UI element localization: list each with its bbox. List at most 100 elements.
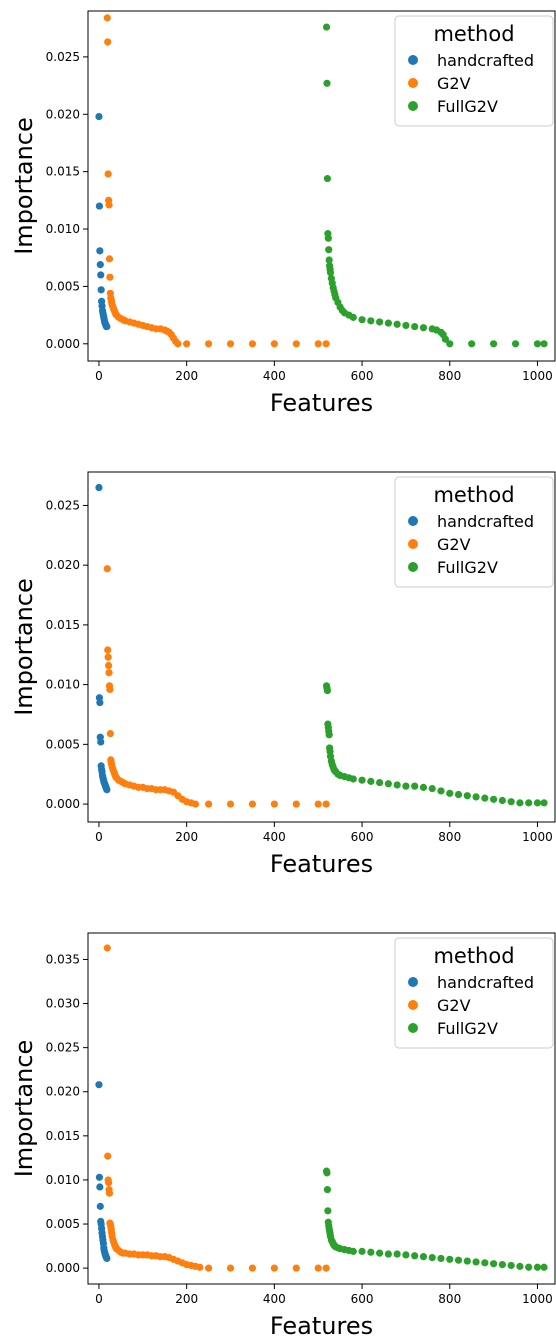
x-axis-label: Features (270, 850, 373, 878)
data-point (204, 1264, 213, 1272)
y-axis-label: Importance (10, 1040, 38, 1178)
data-point (446, 1255, 454, 1263)
data-point (226, 800, 235, 808)
data-point (97, 271, 105, 279)
data-point (358, 1247, 366, 1255)
y-tick-label: 0.025 (46, 50, 80, 64)
data-point (468, 340, 476, 348)
data-point (358, 776, 366, 784)
chart-panel-3: 0 200 400 600 800 1000 0.000 0.005 0.010 0.015 0.0… (10, 932, 556, 1340)
data-point (104, 170, 112, 178)
legend-marker (408, 516, 418, 526)
legend-label: handcrafted (437, 973, 534, 992)
data-point (384, 1250, 392, 1258)
legend-label: G2V (437, 74, 471, 93)
legend-marker (408, 539, 418, 549)
data-point (104, 646, 112, 654)
x-tick-label: 800 (438, 1292, 461, 1306)
data-point (248, 800, 257, 808)
data-point (376, 1249, 384, 1257)
x-tick-label: 800 (438, 830, 461, 844)
x-tick-label: 200 (175, 369, 198, 383)
data-point (446, 789, 454, 797)
data-point (196, 1263, 204, 1271)
data-point (105, 661, 113, 670)
data-point (105, 669, 113, 677)
legend: method handcrafted G2V FullG2V (394, 15, 554, 127)
data-point (402, 321, 410, 330)
data-point (323, 79, 331, 87)
data-point (437, 787, 445, 795)
legend-label: G2V (437, 996, 471, 1015)
y-tick-label: 0.010 (46, 222, 80, 236)
data-point (516, 799, 524, 807)
y-tick-label: 0.000 (46, 337, 80, 351)
data-point (104, 38, 112, 46)
data-point (204, 800, 213, 808)
series-g2v (103, 944, 330, 1272)
x-tick-label: 800 (438, 369, 461, 383)
y-tick-label: 0.005 (46, 279, 80, 293)
plot-frame (87, 471, 556, 823)
data-point (384, 780, 392, 788)
data-point (516, 1262, 524, 1270)
legend-label: handcrafted (437, 512, 534, 531)
data-point (204, 340, 213, 348)
data-point (428, 1253, 436, 1262)
data-point (441, 335, 449, 343)
series-handcrafted (95, 112, 111, 331)
data-point (322, 800, 330, 808)
data-point (103, 565, 111, 573)
chart-panel-1: 0 200 400 600 800 1000 0.000 0.005 0.010 0.015 0.0… (10, 10, 556, 417)
series-g2v (103, 14, 330, 348)
y-tick-label: 0.000 (46, 797, 80, 811)
data-point (97, 738, 105, 746)
data-point (323, 174, 332, 183)
y-tick-label: 0.015 (46, 165, 80, 179)
data-point (314, 800, 322, 808)
legend-marker (408, 1023, 418, 1033)
x-tick-label: 0 (95, 1292, 103, 1306)
data-point (437, 1254, 445, 1263)
data-point (411, 322, 419, 331)
legend-marker (408, 1000, 418, 1010)
data-point (105, 1189, 114, 1197)
legend-label: FullG2V (437, 558, 498, 577)
data-point (314, 340, 322, 348)
data-point (454, 1256, 463, 1264)
data-point (324, 234, 332, 242)
data-point (419, 783, 428, 791)
data-point (95, 202, 103, 210)
data-point (106, 273, 114, 281)
data-point (183, 340, 191, 348)
x-tick-label: 1000 (522, 830, 553, 844)
y-tick-label: 0.005 (46, 1217, 80, 1231)
data-point (376, 318, 384, 326)
data-point (472, 1258, 480, 1266)
data-point (540, 340, 548, 348)
data-point (97, 286, 105, 294)
data-point (104, 1152, 112, 1160)
x-axis-label: Features (270, 389, 373, 417)
data-point (419, 1253, 428, 1261)
data-point (533, 1263, 542, 1271)
data-point (106, 685, 114, 694)
plot-frame (87, 10, 556, 362)
data-point (507, 798, 515, 806)
data-point (411, 1252, 419, 1260)
data-point (393, 1250, 401, 1258)
data-point (322, 23, 331, 31)
data-point (323, 1169, 331, 1177)
data-point (507, 1261, 515, 1270)
data-point (402, 782, 410, 790)
data-point (525, 1263, 533, 1271)
y-tick-label: 0.025 (46, 1041, 80, 1055)
data-point (96, 1183, 104, 1191)
chart-panel-2: 0 200 400 600 800 1000 0.000 0.005 0.010 0.015 0.0… (10, 471, 556, 878)
legend-marker (408, 55, 418, 65)
data-point (481, 1259, 489, 1267)
data-point (226, 340, 235, 348)
data-point (384, 319, 392, 327)
data-point (248, 340, 257, 348)
